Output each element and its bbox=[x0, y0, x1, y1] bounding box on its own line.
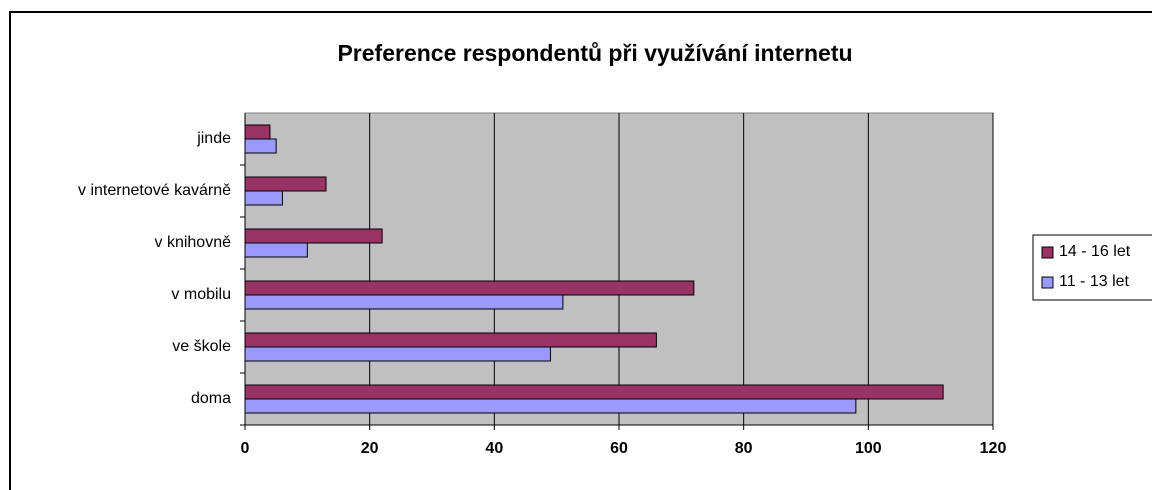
bar bbox=[244, 398, 857, 414]
bar bbox=[244, 138, 277, 154]
legend-swatch bbox=[1041, 246, 1054, 259]
bar bbox=[244, 124, 271, 140]
bar bbox=[244, 384, 944, 400]
bar bbox=[244, 242, 308, 258]
y-tick-label: v knihovně bbox=[155, 234, 232, 251]
bar bbox=[244, 346, 551, 362]
legend-label: 14 - 16 let bbox=[1059, 243, 1131, 260]
y-tick-label: doma bbox=[191, 390, 231, 407]
bar bbox=[244, 176, 327, 192]
legend-label: 11 - 13 let bbox=[1059, 273, 1130, 290]
bar bbox=[244, 228, 383, 244]
chart-title: Preference respondentů při využívání int… bbox=[337, 40, 852, 66]
x-tick-label: 40 bbox=[485, 440, 503, 457]
y-tick-label: jinde bbox=[196, 130, 231, 147]
x-tick-label: 100 bbox=[855, 440, 882, 457]
bar bbox=[244, 294, 564, 310]
x-tick-label: 20 bbox=[361, 440, 379, 457]
y-tick-label: v internetové kavárně bbox=[78, 182, 231, 199]
bar bbox=[244, 332, 657, 348]
x-tick-label: 120 bbox=[980, 440, 1007, 457]
legend-swatch bbox=[1041, 276, 1054, 289]
y-tick-label: v mobilu bbox=[171, 286, 231, 303]
x-tick-label: 60 bbox=[610, 440, 628, 457]
y-tick-label: ve škole bbox=[172, 338, 231, 355]
bar bbox=[244, 190, 283, 206]
legend-box bbox=[1032, 234, 1152, 301]
x-tick-label: 80 bbox=[735, 440, 753, 457]
bar bbox=[244, 280, 695, 296]
x-tick-label: 0 bbox=[241, 440, 250, 457]
